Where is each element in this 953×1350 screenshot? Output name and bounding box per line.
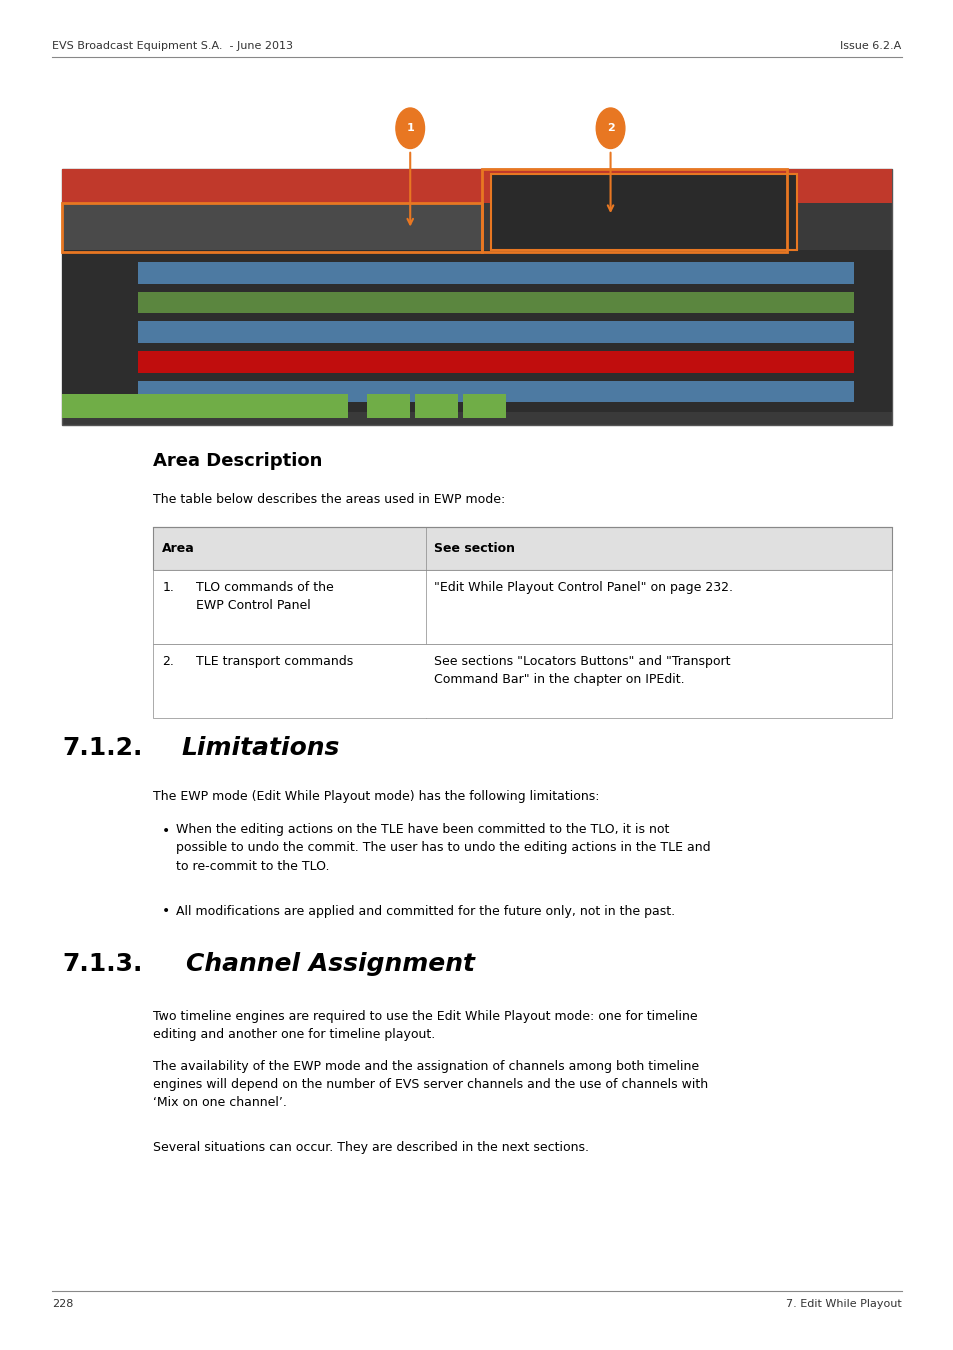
Text: EVS Broadcast Equipment S.A.  - June 2013: EVS Broadcast Equipment S.A. - June 2013 (52, 42, 294, 51)
Text: •: • (162, 824, 171, 837)
Text: Two timeline engines are required to use the Edit While Playout mode: one for ti: Two timeline engines are required to use… (152, 1010, 697, 1041)
Text: •: • (162, 904, 171, 918)
Text: All modifications are applied and committed for the future only, not in the past: All modifications are applied and commit… (176, 904, 675, 918)
Text: The EWP mode (Edit While Playout mode) has the following limitations:: The EWP mode (Edit While Playout mode) h… (152, 790, 598, 803)
FancyBboxPatch shape (152, 644, 891, 718)
FancyBboxPatch shape (62, 169, 891, 425)
Text: See section: See section (433, 541, 514, 555)
FancyBboxPatch shape (138, 321, 853, 343)
FancyBboxPatch shape (138, 351, 853, 373)
Circle shape (395, 108, 424, 148)
Text: 2: 2 (606, 123, 614, 134)
Text: The availability of the EWP mode and the assignation of channels among both time: The availability of the EWP mode and the… (152, 1060, 707, 1108)
FancyBboxPatch shape (138, 262, 853, 284)
Text: Several situations can occur. They are described in the next sections.: Several situations can occur. They are d… (152, 1141, 588, 1154)
Text: "Edit While Playout Control Panel" on page 232.: "Edit While Playout Control Panel" on pa… (433, 580, 732, 594)
Text: See sections "Locators Buttons" and "Transport
Command Bar" in the chapter on IP: See sections "Locators Buttons" and "Tra… (433, 655, 729, 686)
FancyBboxPatch shape (152, 570, 891, 644)
Text: Issue 6.2.A: Issue 6.2.A (840, 42, 901, 51)
FancyBboxPatch shape (415, 394, 457, 418)
Text: 7. Edit While Playout: 7. Edit While Playout (785, 1299, 901, 1308)
FancyBboxPatch shape (62, 394, 348, 418)
FancyBboxPatch shape (62, 169, 891, 202)
Text: TLO commands of the
EWP Control Panel: TLO commands of the EWP Control Panel (195, 580, 333, 612)
FancyBboxPatch shape (138, 292, 853, 313)
FancyBboxPatch shape (367, 394, 410, 418)
Text: TLE transport commands: TLE transport commands (195, 655, 353, 668)
Text: Area: Area (162, 541, 194, 555)
Text: Area Description: Area Description (152, 452, 322, 470)
FancyBboxPatch shape (152, 526, 891, 570)
FancyBboxPatch shape (62, 202, 481, 250)
Text: 2.: 2. (162, 655, 173, 668)
Text: The table below describes the areas used in EWP mode:: The table below describes the areas used… (152, 493, 504, 506)
Text: Channel Assignment: Channel Assignment (186, 952, 475, 976)
FancyBboxPatch shape (138, 381, 853, 402)
Text: 7.1.3.: 7.1.3. (62, 952, 142, 976)
FancyBboxPatch shape (62, 250, 891, 412)
FancyBboxPatch shape (462, 394, 505, 418)
Text: 7.1.2.: 7.1.2. (62, 736, 142, 760)
Text: 1: 1 (406, 123, 414, 134)
Circle shape (596, 108, 624, 148)
Text: When the editing actions on the TLE have been committed to the TLO, it is not
po: When the editing actions on the TLE have… (176, 824, 710, 872)
Text: 228: 228 (52, 1299, 73, 1308)
FancyBboxPatch shape (491, 174, 796, 250)
Text: 1.: 1. (162, 580, 173, 594)
Text: Limitations: Limitations (181, 736, 339, 760)
